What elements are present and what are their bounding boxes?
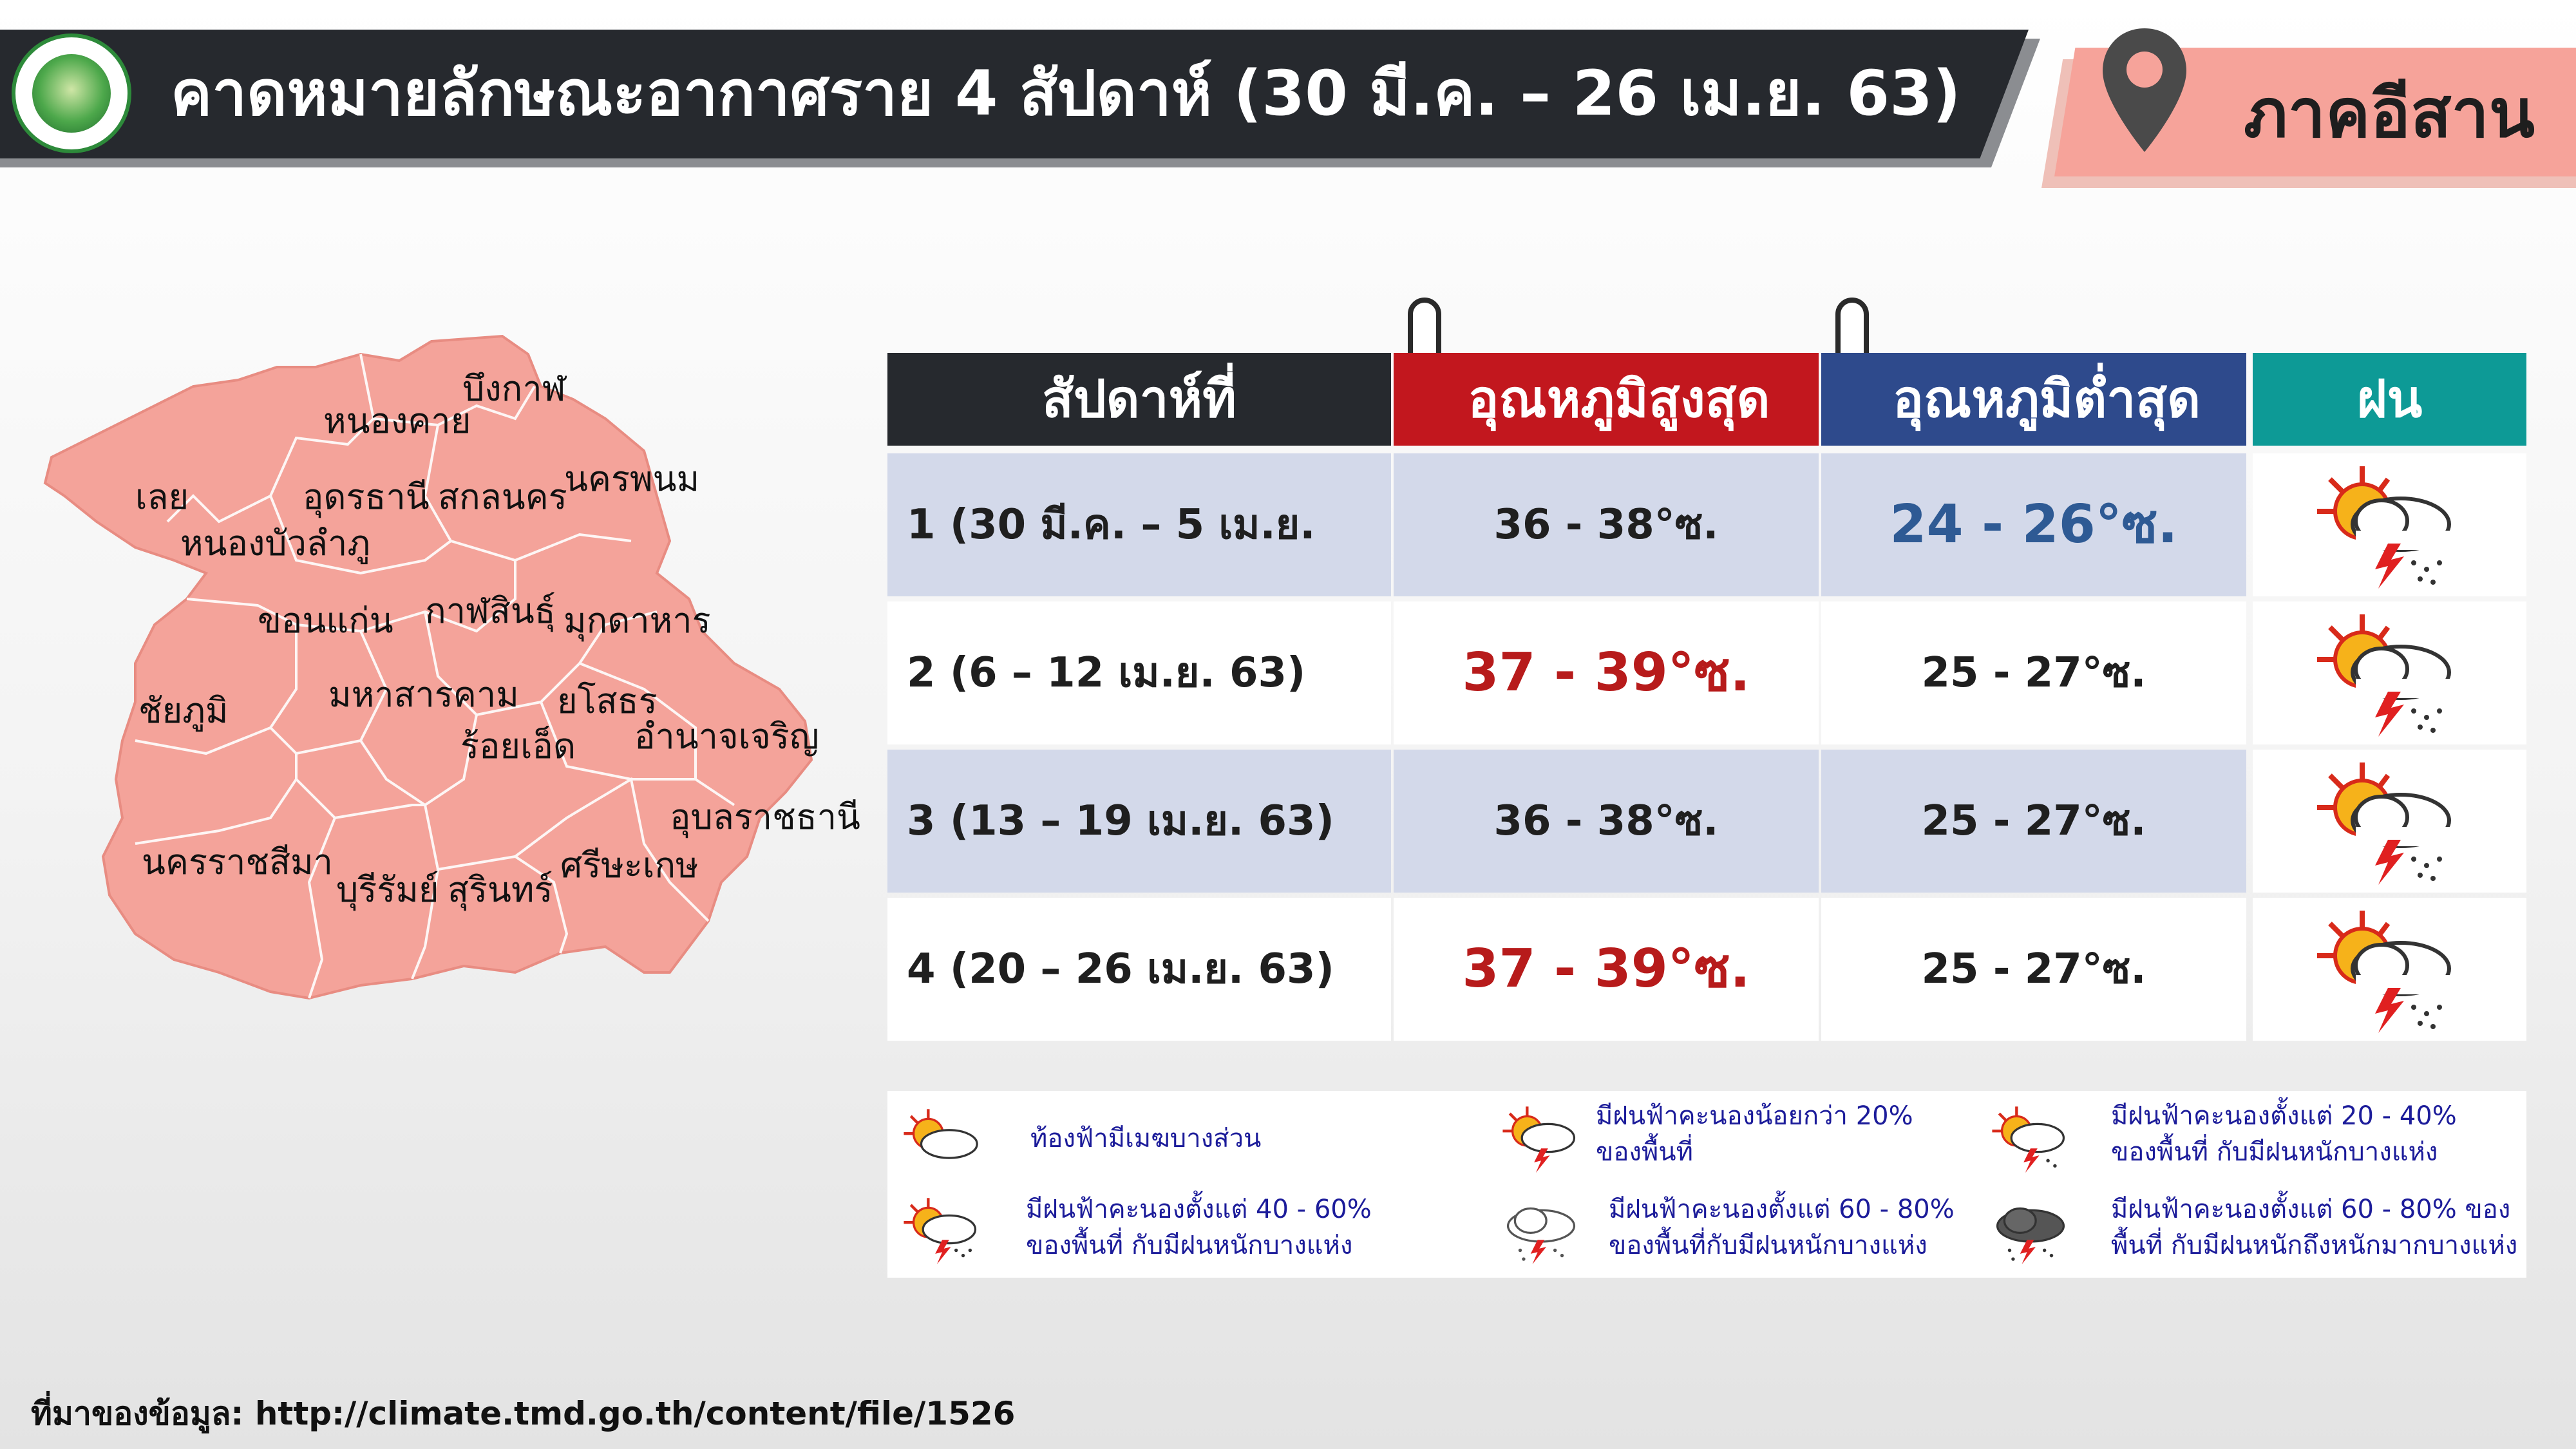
- max-temp-cell: 36 - 38°ซ.: [1394, 750, 1819, 893]
- legend-label: มีฝนฟ้าคะนองน้อยกว่า 20%: [1596, 1101, 1913, 1131]
- province-label: ขอนแก่น: [258, 600, 393, 641]
- province-label: ศรีษะเกษ: [560, 845, 699, 886]
- col-header-week: สัปดาห์ที่: [887, 353, 1391, 446]
- province-label: หนองคาย: [323, 401, 471, 441]
- week-cell: 1 (30 มี.ค. – 5 เม.ย. 63): [887, 453, 1391, 692]
- min-temp-cell: 25 - 27°ซ.: [1821, 750, 2246, 893]
- thunderstorm-40-60-icon: [2317, 762, 2452, 885]
- max-temp-cell: 37 - 39°ซ.: [1394, 898, 1819, 1041]
- min-temp-cell: 24 - 26°ซ.: [1821, 453, 2246, 596]
- province-label: อำนาจเจริญ: [634, 716, 819, 757]
- province-label: มุกดาหาร: [564, 600, 711, 641]
- max-temp-cell: 36 - 38°ซ.: [1394, 453, 1819, 596]
- thunderstorm-60-80-icon: [1506, 1207, 1576, 1265]
- legend-label: มีฝนฟ้าคะนองตั้งแต่ 20 - 40%: [2111, 1101, 2457, 1131]
- table-row: 2 (6 – 12 เม.ย. 63) 37 - 39°ซ. 25 - 27°ซ…: [887, 601, 2526, 744]
- province-label: ยโสธร: [557, 681, 658, 721]
- week-cell: 2 (6 – 12 เม.ย. 63): [887, 601, 1391, 744]
- thunderstorm-40-60-icon: [904, 1198, 977, 1265]
- province-label: อุบลราชธานี: [670, 797, 860, 837]
- col-header-max-temp: อุณหภูมิสูงสุด: [1394, 353, 1819, 446]
- province-label: อุดรธานี: [303, 477, 430, 517]
- legend-label: มีฝนฟ้าคะนองตั้งแต่ 40 - 60%: [1026, 1195, 1372, 1224]
- min-temp-cell: 25 - 27°ซ.: [1821, 601, 2246, 744]
- map-shape: [43, 334, 813, 1000]
- thunderstorm-under-20-icon: [1502, 1106, 1576, 1173]
- thunderstorm-40-60-icon: [2317, 466, 2452, 589]
- region-name: ภาคอีสาน: [2244, 74, 2535, 153]
- province-label: มหาสารคาม: [328, 674, 519, 715]
- logo-emblem: [32, 54, 111, 133]
- province-label: นครราชสีมา: [142, 842, 333, 882]
- max-temp-cell: 37 - 39°ซ.: [1394, 601, 1819, 744]
- province-label: สุรินทร์: [448, 869, 553, 910]
- legend-label: มีฝนฟ้าคะนองตั้งแต่ 60 - 80%: [1609, 1195, 1955, 1224]
- province-label: บึงกาฬ: [462, 368, 566, 409]
- province-label: ชัยภูมิ: [138, 690, 229, 731]
- heavy-thunderstorm-60-80-icon: [1996, 1207, 2065, 1265]
- forecast-table: สัปดาห์ที่ อุณหภูมิสูงสุด อุณหภูมิต่ำสุด…: [887, 353, 2526, 1043]
- province-label: นครพนม: [564, 459, 700, 499]
- data-source: ที่มาของข้อมูล: http://climate.tmd.go.th…: [31, 1395, 1016, 1432]
- col-header-rain: ฝน: [2253, 353, 2526, 446]
- location-pin-icon: [2103, 28, 2186, 152]
- rain-cell: [2253, 750, 2526, 893]
- thunderstorm-40-60-icon: [2317, 911, 2452, 1033]
- legend-label: ของพื้นที่ กับมีฝนหนักบางแห่ง: [2111, 1137, 2438, 1167]
- province-label: หนองบัวลำภู: [180, 523, 370, 564]
- legend-label: ของพื้นที่กับมีฝนหนักบางแห่ง: [1609, 1231, 1927, 1260]
- partly-cloudy-icon: [904, 1109, 978, 1159]
- legend-label: มีฝนฟ้าคะนองตั้งแต่ 60 - 80% ของ: [2111, 1195, 2511, 1224]
- legend-label: ของพื้นที่: [1596, 1137, 1693, 1167]
- thunderstorm-20-40-icon: [1992, 1106, 2065, 1173]
- week-cell: 4 (20 – 26 เม.ย. 63): [887, 898, 1391, 1041]
- title-bar: [0, 30, 2029, 158]
- rain-cell: [2253, 453, 2526, 596]
- page-title: คาดหมายลักษณะอากาศราย 4 สัปดาห์ (30 มี.ค…: [171, 57, 1961, 129]
- week-cell: 3 (13 – 19 เม.ย. 63): [887, 750, 1391, 893]
- province-label: บุรีรัมย์: [336, 869, 439, 910]
- tmd-logo-icon: [12, 33, 131, 153]
- thunderstorm-40-60-icon: [2317, 614, 2452, 737]
- table-row: 3 (13 – 19 เม.ย. 63) 36 - 38°ซ. 25 - 27°…: [887, 750, 2526, 893]
- table-row: 1 (30 มี.ค. – 5 เม.ย. 63) 36 - 38°ซ. 24 …: [887, 453, 2526, 692]
- col-header-min-temp: อุณหภูมิต่ำสุด: [1821, 353, 2246, 446]
- rain-cell: [2253, 898, 2526, 1041]
- legend-label: ของพื้นที่ กับมีฝนหนักบางแห่ง: [1026, 1231, 1353, 1260]
- rain-cell: [2253, 601, 2526, 744]
- table-row: 4 (20 – 26 เม.ย. 63) 37 - 39°ซ. 25 - 27°…: [887, 898, 2526, 1041]
- legend-label: พื้นที่ กับมีฝนหนักถึงหนักมากบางแห่ง: [2111, 1231, 2518, 1260]
- province-label: สกลนคร: [438, 477, 567, 517]
- province-label: ร้อยเอ็ด: [460, 726, 576, 766]
- weather-legend: ท้องฟ้ามีเมฆบางส่วน มีฝนฟ้าคะนองน้อยกว่า…: [887, 1091, 2526, 1278]
- min-temp-cell: 25 - 27°ซ.: [1821, 898, 2246, 1041]
- province-label: เลย: [135, 477, 189, 517]
- province-label: กาฬสินธุ์: [425, 591, 556, 631]
- legend-label: ท้องฟ้ามีเมฆบางส่วน: [1030, 1124, 1262, 1153]
- isan-region-map: บึงกาฬ หนองคาย นครพนม เลย อุดรธานี สกลนค…: [26, 328, 863, 1011]
